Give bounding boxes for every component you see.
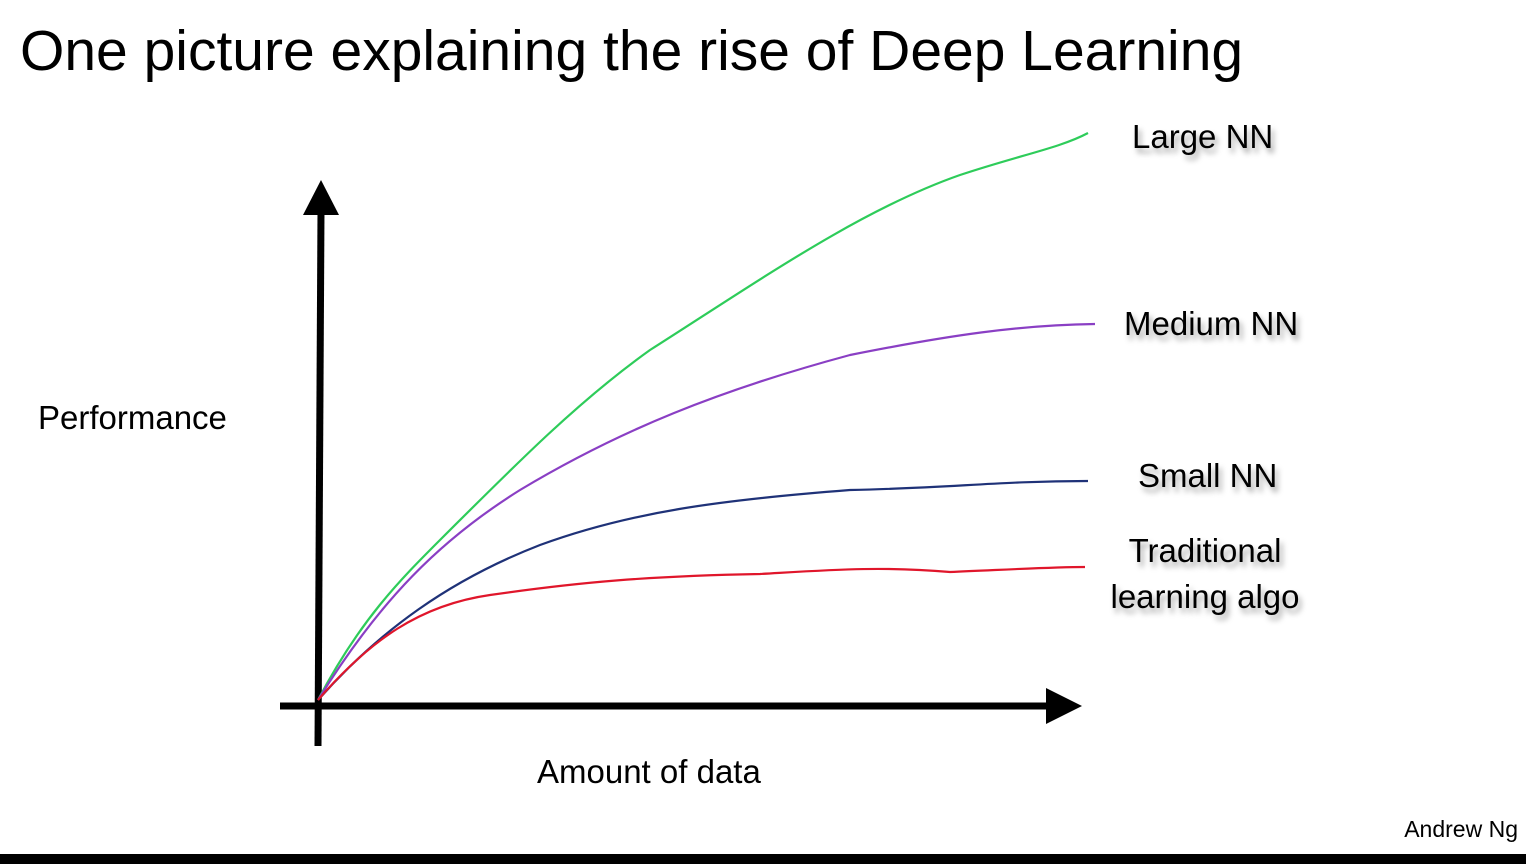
title: One picture explaining the rise of Deep … bbox=[20, 19, 1244, 83]
large-nn-curve bbox=[317, 132, 1089, 701]
x-axis-arrow bbox=[1046, 688, 1082, 724]
y-axis-arrow bbox=[303, 180, 339, 215]
medium-nn-curve bbox=[317, 322, 1096, 701]
curve-label: Large NN bbox=[1132, 118, 1274, 155]
y-axis bbox=[314, 209, 325, 747]
curve-label: Small NN bbox=[1138, 457, 1278, 494]
y-axis-label: Performance bbox=[38, 399, 227, 436]
bottom-bar bbox=[0, 854, 1526, 864]
x-axis-label: Amount of data bbox=[537, 753, 761, 790]
curve-label: Traditional learning algo bbox=[1105, 528, 1305, 620]
curve-label: Medium NN bbox=[1124, 305, 1299, 342]
footer: Andrew Ng bbox=[1404, 816, 1518, 842]
curve-label-line: learning algo bbox=[1110, 578, 1300, 615]
traditional-curve bbox=[317, 565, 1086, 701]
curve-label-line: Traditional bbox=[1128, 532, 1282, 569]
small-nn-curve bbox=[317, 479, 1089, 701]
